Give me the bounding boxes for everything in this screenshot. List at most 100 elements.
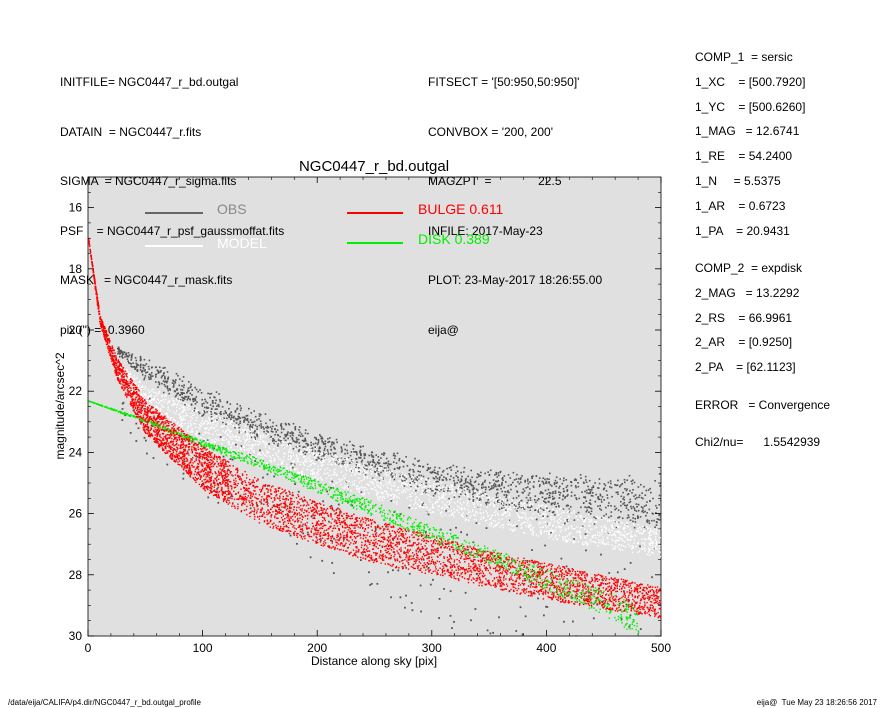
model-point <box>299 464 302 466</box>
obs-point <box>317 440 320 442</box>
model-point <box>552 530 554 532</box>
model-point <box>403 474 406 476</box>
model-point <box>129 376 132 378</box>
obs-point <box>557 502 559 505</box>
model-point <box>306 447 308 449</box>
model-point <box>590 528 592 530</box>
obs-point <box>210 392 213 395</box>
model-point <box>168 401 171 403</box>
model-point <box>250 433 253 435</box>
model-point <box>340 483 342 486</box>
obs-point <box>174 381 177 384</box>
obs-point <box>275 440 277 443</box>
model-point <box>130 376 133 378</box>
obs-point <box>630 507 633 510</box>
model-point <box>520 505 522 508</box>
obs-point <box>628 501 631 504</box>
obs-point <box>230 418 232 420</box>
obs-point <box>226 400 229 403</box>
model-point <box>520 527 523 529</box>
model-point <box>185 412 187 414</box>
obs-point <box>258 418 260 420</box>
obs-point <box>322 441 325 444</box>
obs-outlier <box>137 427 140 430</box>
bulge-point <box>645 592 647 594</box>
model-point <box>140 389 142 391</box>
model-point <box>307 457 309 459</box>
model-point <box>204 428 206 430</box>
bulge-point <box>250 495 252 497</box>
obs-point <box>332 441 335 444</box>
obs-outlier <box>649 606 652 609</box>
model-point <box>152 388 154 391</box>
model-point <box>201 417 204 419</box>
model-point <box>649 528 652 530</box>
bulge-point <box>584 585 587 588</box>
model-point <box>612 534 614 536</box>
model-point <box>464 518 467 520</box>
model-point <box>393 496 395 499</box>
bulge-point <box>237 491 240 493</box>
obs-point <box>126 355 128 358</box>
model-point <box>355 485 358 488</box>
obs-point <box>583 518 585 520</box>
obs-point <box>150 378 152 380</box>
model-point <box>358 481 361 484</box>
model-point <box>205 427 207 429</box>
obs-point <box>442 469 445 472</box>
obs-point <box>394 455 397 457</box>
model-point <box>377 491 380 494</box>
obs-point <box>280 424 282 426</box>
model-point <box>139 380 141 382</box>
obs-point <box>465 478 467 480</box>
bulge-point <box>264 484 267 486</box>
obs-point <box>141 370 144 372</box>
obs-point <box>324 440 327 443</box>
model-point <box>483 517 485 519</box>
model-point <box>201 420 203 422</box>
model-point <box>320 454 322 457</box>
model-point <box>137 392 139 394</box>
bulge-point <box>141 404 143 407</box>
model-point <box>385 481 388 483</box>
model-point <box>583 543 585 546</box>
model-point <box>200 425 202 427</box>
obs-point <box>563 490 565 493</box>
obs-point <box>614 484 616 486</box>
obs-outlier <box>408 572 411 575</box>
model-point <box>132 390 134 392</box>
model-point <box>511 529 513 531</box>
obs-point <box>356 461 358 463</box>
bulge-point <box>371 522 373 524</box>
obs-point <box>327 438 329 440</box>
model-point <box>502 527 505 529</box>
bulge-point <box>186 463 189 466</box>
model-point <box>458 490 460 493</box>
obs-point <box>594 482 596 484</box>
bulge-point <box>310 535 313 538</box>
model-point <box>313 471 315 473</box>
model-point <box>332 455 334 457</box>
model-point <box>576 519 579 521</box>
obs-point <box>198 412 201 415</box>
obs-outlier <box>474 608 477 610</box>
model-point <box>207 422 210 424</box>
obs-point <box>349 454 352 457</box>
obs-point <box>540 507 542 509</box>
model-point <box>275 441 277 444</box>
model-point <box>161 395 163 398</box>
model-point <box>427 494 430 496</box>
model-point <box>319 460 322 462</box>
model-point <box>567 515 569 517</box>
model-point <box>554 529 556 532</box>
model-point <box>509 507 511 510</box>
model-point <box>428 490 430 492</box>
obs-point <box>588 489 591 491</box>
obs-point <box>646 501 648 503</box>
model-point <box>283 452 285 454</box>
obs-point <box>450 466 452 468</box>
bulge-point <box>192 438 194 440</box>
model-point <box>413 503 415 505</box>
model-point <box>248 434 250 436</box>
model-point <box>626 537 628 539</box>
